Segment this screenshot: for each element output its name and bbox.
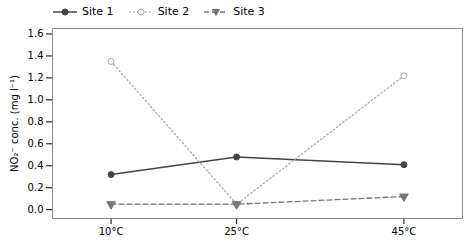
svg-text:0.2: 0.2 — [28, 182, 44, 193]
svg-text:NO₂⁻ conc. (mg l⁻¹): NO₂⁻ conc. (mg l⁻¹) — [9, 75, 20, 172]
svg-text:1.0: 1.0 — [28, 94, 44, 105]
svg-text:10°C: 10°C — [99, 226, 124, 237]
html-text:Site 1: Site 1 — [82, 5, 114, 18]
svg-text:45°C: 45°C — [392, 226, 417, 237]
svg-text:1.6: 1.6 — [28, 28, 44, 39]
html-text:Site 2: Site 2 — [157, 5, 190, 18]
svg-text:0.6: 0.6 — [28, 138, 44, 149]
svg-text:1.4: 1.4 — [28, 50, 44, 61]
html-text:Site 3: Site 3 — [233, 5, 265, 18]
svg-text:25°C: 25°C — [224, 226, 249, 237]
svg-text:0.8: 0.8 — [28, 116, 44, 127]
svg-text:1.2: 1.2 — [28, 72, 44, 83]
svg-text:0.4: 0.4 — [28, 160, 44, 171]
svg-text:0.0: 0.0 — [28, 204, 44, 215]
